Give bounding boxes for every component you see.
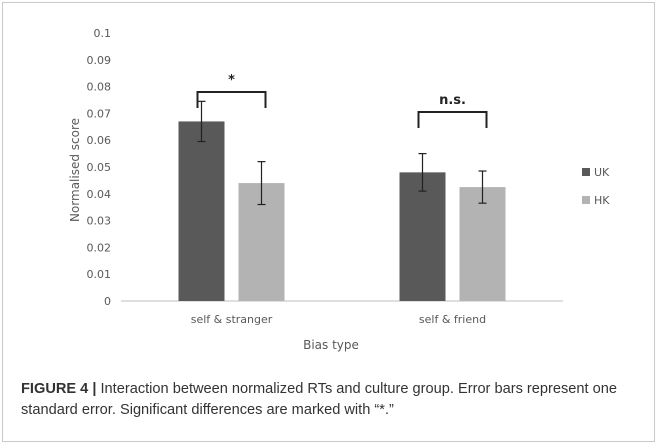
- y-tick-label-0: 0: [104, 295, 111, 308]
- x-tick-label-0: self & stranger: [191, 313, 273, 326]
- legend: UK HK: [582, 166, 610, 207]
- legend-label-uk: UK: [594, 166, 610, 179]
- figure-caption: FIGURE 4 | Interaction between normalize…: [21, 379, 646, 421]
- error-bar-uk-1: [418, 153, 427, 192]
- bar-hk-1: [459, 187, 506, 301]
- error-bar-uk-0: [197, 100, 206, 143]
- y-tick-label-7: 0.07: [87, 107, 112, 120]
- y-tick-label-8: 0.08: [87, 81, 112, 94]
- error-bars: [197, 100, 487, 206]
- legend-swatch-hk: [582, 196, 590, 204]
- y-axis-ticks: 0 0.01 0.02 0.03 0.04 0.05 0.06 0.07 0.08 0.09 0.1: [87, 27, 112, 308]
- y-axis-label: Normalised score: [68, 118, 82, 222]
- legend-label-hk: HK: [594, 194, 610, 207]
- significance-label-0: *: [228, 73, 235, 88]
- x-axis-ticks: self & stranger self & friend: [191, 313, 486, 326]
- significance-bracket-0: *: [196, 73, 267, 108]
- y-tick-label-9: 0.09: [87, 54, 112, 67]
- error-bar-hk-0: [257, 161, 266, 206]
- chart-area: 0 0.01 0.02 0.03 0.04 0.05 0.06 0.07 0.08 0.09 0.1…: [3, 3, 656, 365]
- y-tick-label-4: 0.04: [87, 188, 112, 201]
- bar-uk-1: [399, 172, 446, 301]
- x-tick-label-1: self & friend: [419, 313, 486, 326]
- error-bar-hk-1: [478, 170, 487, 204]
- y-tick-label-3: 0.03: [87, 215, 112, 228]
- y-tick-label-10: 0.1: [94, 27, 112, 40]
- bar-uk-0: [178, 121, 225, 301]
- significance-annotations: * n.s.: [196, 73, 488, 129]
- figure-frame: 0 0.01 0.02 0.03 0.04 0.05 0.06 0.07 0.08 0.09 0.1…: [2, 2, 655, 442]
- y-tick-label-6: 0.06: [87, 134, 112, 147]
- bar-chart: 0 0.01 0.02 0.03 0.04 0.05 0.06 0.07 0.08 0.09 0.1…: [68, 27, 610, 352]
- y-tick-label-1: 0.01: [87, 268, 112, 281]
- bars: [178, 121, 506, 301]
- figure-label: FIGURE 4 |: [21, 381, 97, 397]
- x-axis-label: Bias type: [303, 338, 359, 352]
- caption-text: Interaction between normalized RTs and c…: [21, 381, 617, 418]
- significance-label-1: n.s.: [439, 93, 466, 108]
- y-tick-label-5: 0.05: [87, 161, 112, 174]
- significance-bracket-1: n.s.: [417, 93, 488, 129]
- y-tick-label-2: 0.02: [87, 241, 112, 254]
- legend-swatch-uk: [582, 168, 590, 176]
